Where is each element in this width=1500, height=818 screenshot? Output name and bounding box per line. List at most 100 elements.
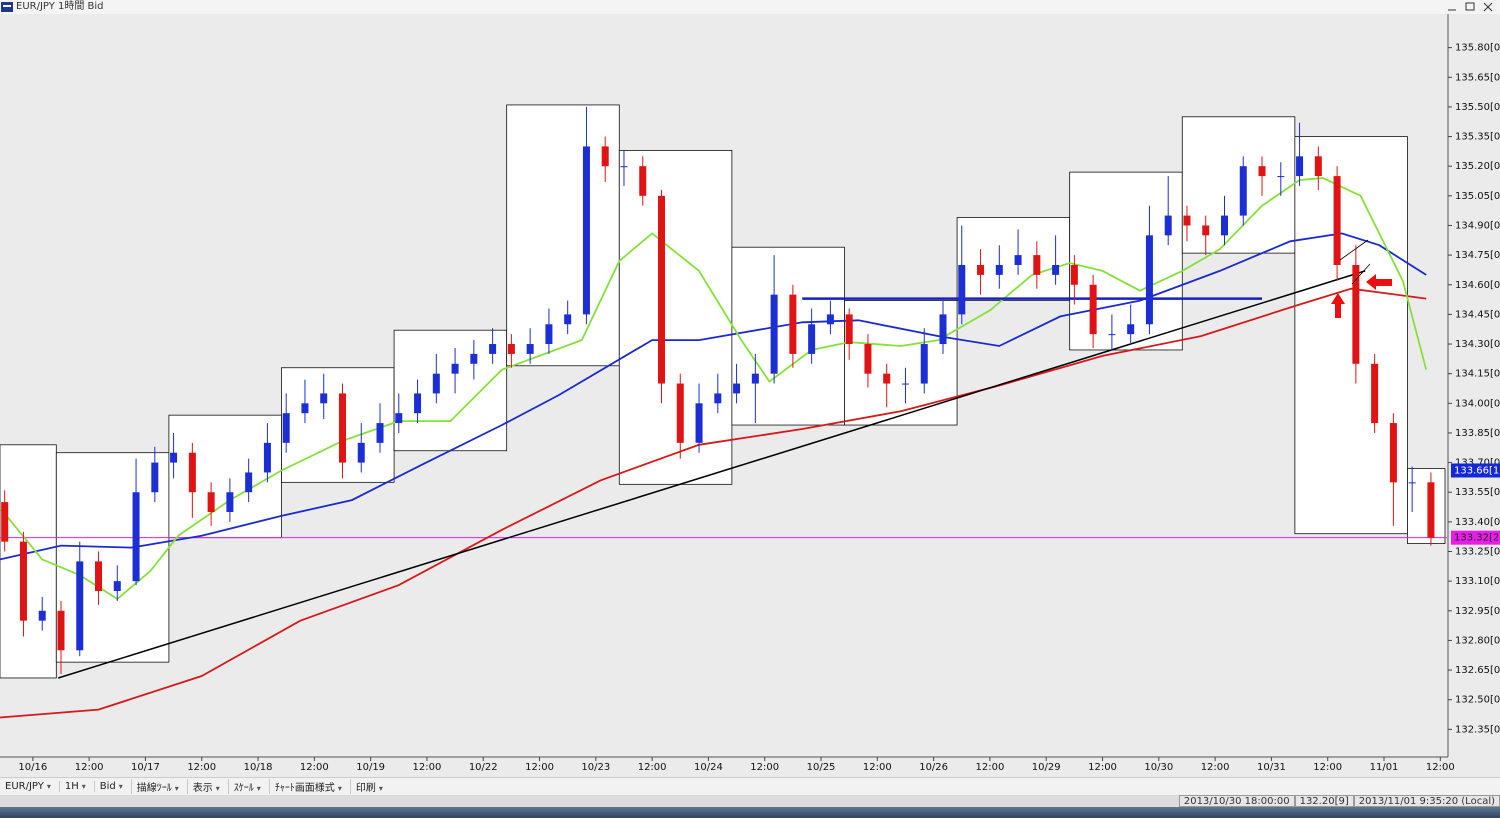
taskbar [0, 807, 1500, 818]
candle-body [751, 373, 759, 384]
y-tick-label: 132.65[0] [1455, 665, 1500, 676]
y-tick-label: 133.40[0] [1455, 517, 1500, 528]
x-tick-label: 12:00 [75, 762, 104, 773]
status-cell: 2013/11/01 9:35:20 (Local) [1353, 795, 1500, 807]
moving-average [0, 232, 1427, 561]
candle-body [282, 413, 290, 443]
y-tick-label: 132.50[0] [1455, 695, 1500, 706]
candle-body [1408, 482, 1416, 484]
x-tick-label: 10/16 [18, 762, 47, 773]
candle-body [1333, 176, 1341, 265]
candle-body [1183, 215, 1191, 226]
candle-body [207, 492, 215, 512]
candle-body [808, 324, 816, 354]
y-tick-label: 132.35[0] [1455, 724, 1500, 735]
candle-body [845, 314, 853, 345]
app-icon [1, 2, 13, 12]
y-tick-label: 135.65[0] [1455, 72, 1500, 83]
candle-body [470, 353, 478, 364]
y-tick-label: 134.75[0] [1455, 250, 1500, 261]
x-tick-label: 12:00 [1313, 762, 1342, 773]
toolbar-item[interactable]: 表示 [186, 779, 228, 794]
candle-body [263, 442, 271, 473]
candle-body [170, 452, 178, 463]
drawn-line [1351, 263, 1371, 285]
candle-body [1164, 215, 1172, 236]
x-tick-label: 12:00 [413, 762, 442, 773]
candle-body [639, 166, 647, 196]
candle-body [733, 383, 741, 394]
range-box [1294, 136, 1408, 535]
range-box [618, 149, 733, 485]
candle-body [1014, 255, 1022, 265]
candle-body [1145, 235, 1153, 325]
candle-body [188, 452, 196, 493]
toolbar: EUR/JPY1HBid描線ﾂｰﾙ表示ｽｹｰﾙﾁｬｰﾄ画面様式印刷 [0, 777, 1500, 795]
toolbar-item[interactable]: Bid [93, 781, 131, 792]
arrow-left [1366, 274, 1392, 290]
range-box [1181, 116, 1296, 254]
y-tick-label: 135.50[0] [1455, 102, 1500, 113]
x-tick-label: 10/25 [807, 762, 836, 773]
candle-body [676, 383, 684, 443]
price-marker [1451, 463, 1500, 478]
candle-body [995, 264, 1003, 275]
status-cell: 2013/10/30 18:00:00 [1178, 795, 1295, 807]
toolbar-item[interactable]: ｽｹｰﾙ [227, 779, 269, 794]
candle-body [620, 166, 628, 168]
candle-body [1258, 166, 1266, 177]
range-box [731, 246, 845, 426]
candle-body [1033, 255, 1041, 275]
candle-body [414, 393, 422, 414]
y-tick-label: 134.45[0] [1455, 309, 1500, 320]
x-tick-label: 12:00 [863, 762, 892, 773]
candle-body [1389, 423, 1397, 483]
candle-body [95, 561, 103, 592]
candle-body [1277, 176, 1285, 178]
x-tick-label: 11/01 [1370, 762, 1399, 773]
candle-body [883, 373, 891, 384]
y-tick-label: 135.80[0] [1455, 43, 1500, 54]
drawn-line [1339, 239, 1369, 261]
x-tick-label: 10/30 [1144, 762, 1173, 773]
candle-body [338, 393, 346, 463]
candle-body [695, 403, 703, 443]
candle-body [826, 314, 834, 325]
range-box [168, 414, 282, 539]
candle-body [1, 502, 9, 542]
candle-body [977, 264, 985, 275]
candle-body [564, 314, 572, 325]
candle-body [1314, 156, 1322, 177]
candle-body [357, 442, 365, 463]
candle-body [132, 492, 140, 582]
candle-body [226, 492, 234, 512]
toolbar-item[interactable]: ﾁｬｰﾄ画面様式 [268, 779, 350, 794]
candle-body [507, 344, 515, 354]
candle-body [1352, 264, 1360, 364]
candle-body [1070, 264, 1078, 285]
x-tick-label: 10/18 [244, 762, 273, 773]
candle-body [113, 581, 121, 592]
y-tick-label: 133.85[0] [1455, 428, 1500, 439]
plot-area [0, 104, 1447, 719]
toolbar-item[interactable]: EUR/JPY [0, 781, 59, 792]
candle-body [1108, 334, 1116, 336]
x-tick-label: 10/24 [694, 762, 723, 773]
toolbar-item[interactable]: 印刷 [349, 779, 391, 794]
window-title: EUR/JPY 1時間 Bid [16, 1, 104, 12]
candle-body [939, 314, 947, 345]
toolbar-item[interactable]: 1H [58, 781, 94, 792]
annotations [1331, 239, 1392, 318]
toolbar-item[interactable]: 描線ﾂｰﾙ [130, 779, 187, 794]
window-controls[interactable] [1440, 0, 1500, 14]
x-tick-label: 12:00 [638, 762, 667, 773]
y-tick-label: 135.20[0] [1455, 161, 1500, 172]
x-tick-label: 12:00 [750, 762, 779, 773]
x-tick-label: 12:00 [976, 762, 1005, 773]
candle-body [1127, 324, 1135, 335]
candle-body [19, 541, 27, 621]
range-box [393, 329, 508, 452]
range-box [1407, 468, 1446, 544]
range-box [281, 367, 395, 483]
